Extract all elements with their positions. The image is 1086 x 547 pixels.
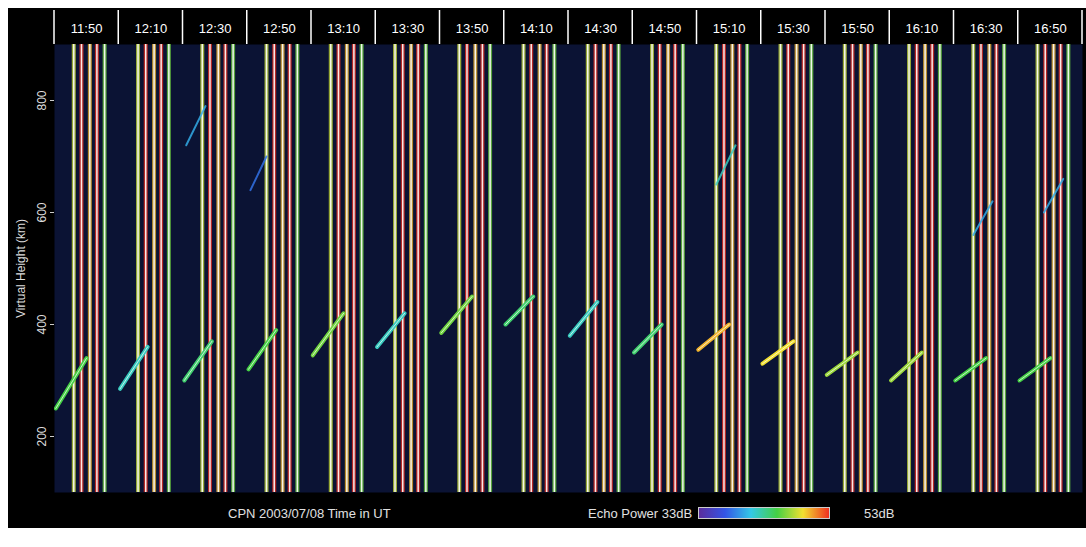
- html-text:Echo Power 33dB: Echo Power 33dB: [588, 505, 693, 521]
- svg-text:12:10: 12:10: [135, 21, 168, 36]
- svg-text:13:30: 13:30: [392, 21, 425, 36]
- svg-text:200: 200: [35, 426, 49, 446]
- svg-text:15:30: 15:30: [777, 21, 810, 36]
- svg-text:14:50: 14:50: [649, 21, 682, 36]
- svg-text:13:10: 13:10: [327, 21, 360, 36]
- svg-text:14:10: 14:10: [520, 21, 553, 36]
- svg-text:11:50: 11:50: [71, 21, 103, 36]
- svg-text:12:30: 12:30: [199, 21, 232, 36]
- svg-text:12:50: 12:50: [263, 21, 296, 36]
- svg-text:600: 600: [35, 202, 49, 222]
- svg-text:15:10: 15:10: [713, 21, 746, 36]
- svg-text:Virtual Height (km): Virtual Height (km): [14, 219, 28, 318]
- svg-text:13:50: 13:50: [456, 21, 489, 36]
- svg-text:16:50: 16:50: [1034, 21, 1067, 36]
- svg-text:15:50: 15:50: [841, 21, 874, 36]
- html-text:53dB: 53dB: [864, 505, 895, 521]
- svg-text:800: 800: [35, 90, 49, 110]
- svg-text:400: 400: [35, 314, 49, 334]
- html-text:CPN 2003/07/08 Time in UT: CPN 2003/07/08 Time in UT: [228, 505, 391, 521]
- svg-text:14:30: 14:30: [584, 21, 617, 36]
- svg-text:16:10: 16:10: [906, 21, 939, 36]
- svg-text:16:30: 16:30: [970, 21, 1003, 36]
